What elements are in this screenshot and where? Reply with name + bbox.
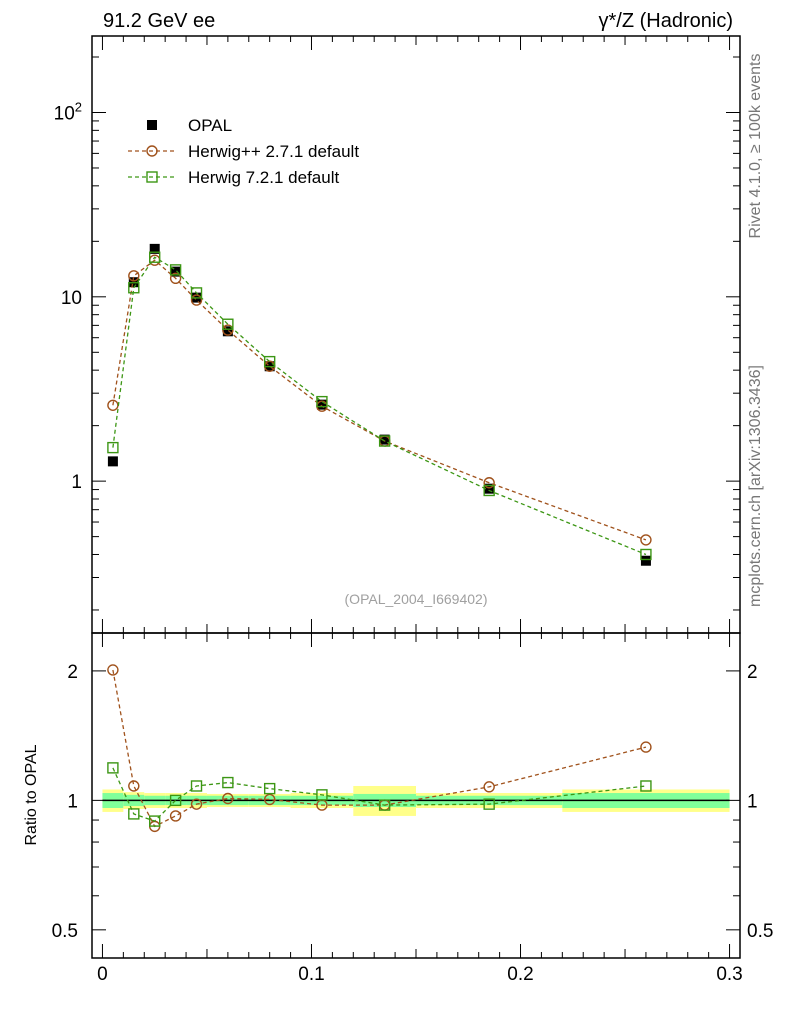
ratio-y-tick-label-right: 2 [747, 662, 758, 683]
rivet-label: Rivet 4.1.0, ≥ 100k events [747, 54, 764, 239]
ratio-point-1 [316, 789, 328, 801]
main-point-2 [378, 435, 391, 447]
ratio-series-line-1 [112, 767, 647, 822]
main-series-line-2 [112, 256, 647, 556]
legend-label: OPAL [188, 116, 232, 135]
x-tick-label: 0 [97, 964, 108, 985]
main-point-1 [190, 294, 203, 306]
legend-label: Herwig++ 2.7.1 default [188, 142, 359, 161]
main-point-0 [484, 483, 495, 494]
x-tick-label: 0.2 [507, 964, 533, 985]
main-point-2 [640, 548, 652, 561]
ratio-point-0 [222, 792, 234, 805]
main-point-1 [169, 272, 182, 285]
ratio-point-1 [263, 782, 276, 795]
header-left: 91.2 GeV ee [103, 10, 215, 32]
main-y-tick-exponent: 2 [75, 99, 82, 114]
ratio-point-1 [149, 815, 161, 827]
analysis-tag: (OPAL_2004_I669402) [345, 591, 488, 607]
legend-marker [146, 145, 158, 157]
main-point-2 [149, 251, 161, 263]
header-right: γ*/Z (Hadronic) [599, 10, 733, 32]
ratio-point-1 [640, 780, 652, 792]
main-y-tick-label: 1 [71, 472, 82, 493]
main-point-1 [222, 324, 234, 336]
ratio-y-tick-label: 1 [67, 791, 78, 812]
ratio-point-0 [190, 798, 203, 810]
main-y-tick-label: 102 [54, 99, 82, 124]
main-point-0 [640, 555, 651, 566]
legend-marker [147, 120, 157, 130]
x-tick-label: 0.3 [716, 964, 742, 985]
ratio-point-1 [169, 794, 182, 807]
ratio-point-0 [640, 741, 652, 753]
ratio-y-tick-label: 2 [67, 662, 78, 683]
ratio-y-tick-label-right: 1 [747, 791, 758, 812]
legend-label: Herwig 7.2.1 default [188, 168, 339, 187]
legend-marker [146, 171, 158, 183]
main-point-1 [483, 477, 495, 489]
x-tick-label: 0.1 [298, 964, 324, 985]
ratio-point-1 [190, 780, 203, 792]
mcplots-label: mcplots.cern.ch [arXiv:1306.3436] [747, 365, 764, 607]
main-point-2 [316, 395, 328, 408]
main-point-0 [222, 326, 233, 337]
ratio-point-1 [107, 762, 119, 774]
ratio-ylabel: Ratio to OPAL [23, 744, 40, 845]
ratio-point-0 [263, 793, 276, 806]
main-point-1 [128, 270, 140, 282]
main-y-tick-label: 10 [61, 288, 82, 309]
ratio-point-0 [483, 781, 495, 793]
ratio-series-line-0 [112, 669, 647, 828]
main-point-0 [316, 399, 327, 410]
ratio-point-0 [107, 664, 119, 676]
main-point-2 [263, 355, 276, 368]
ratio-point-1 [483, 798, 495, 810]
ratio-point-1 [128, 808, 140, 820]
ratio-point-1 [222, 776, 234, 789]
main-point-2 [483, 484, 495, 497]
ratio-y-tick-label-right: 0.5 [747, 921, 773, 942]
ratio-point-0 [169, 810, 182, 822]
main-point-2 [222, 318, 234, 330]
ratio-point-0 [128, 780, 140, 792]
ratio-point-1 [378, 799, 391, 811]
main-point-1 [640, 534, 652, 546]
main-point-2 [107, 441, 119, 454]
main-series-line-1 [112, 259, 647, 541]
main-point-0 [107, 456, 118, 467]
main-point-0 [170, 266, 181, 277]
main-point-2 [128, 282, 140, 294]
main-point-0 [379, 434, 390, 445]
main-point-2 [190, 287, 203, 299]
main-point-2 [169, 264, 182, 276]
main-point-0 [149, 243, 160, 254]
ratio-y-tick-label: 0.5 [52, 921, 78, 942]
